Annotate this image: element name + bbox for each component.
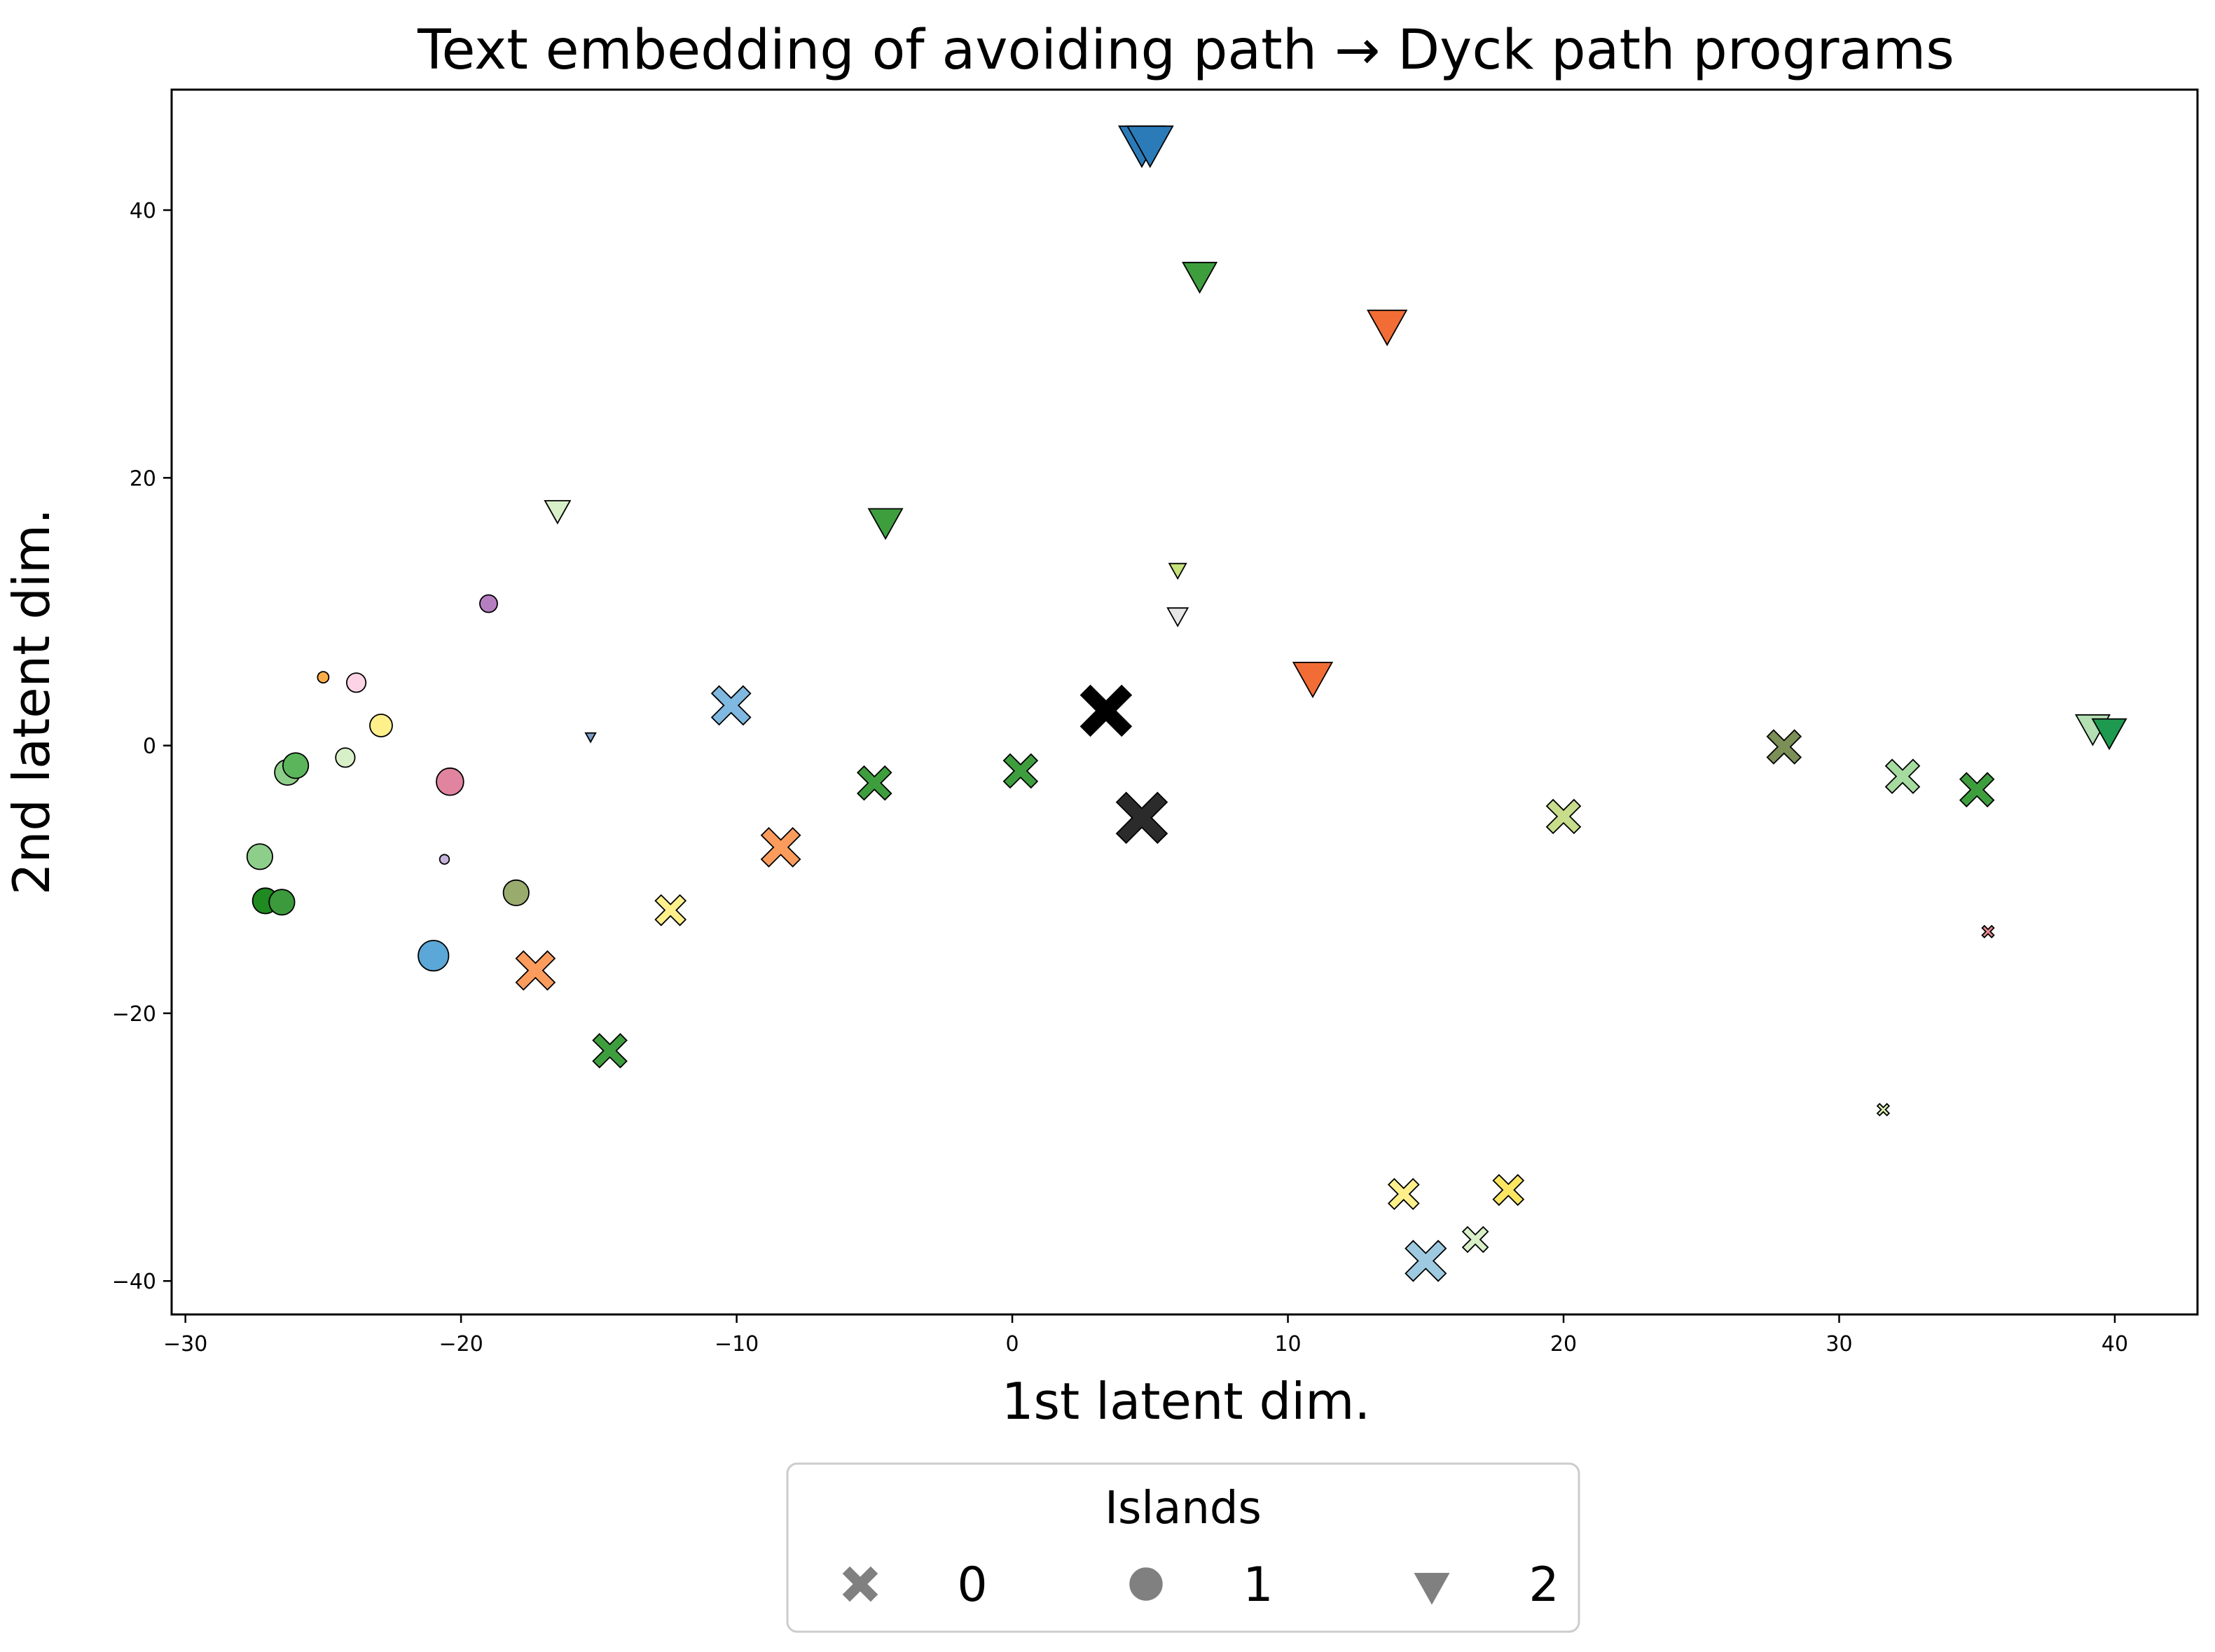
data-point bbox=[1387, 1178, 1420, 1210]
data-point bbox=[335, 747, 356, 768]
data-point bbox=[418, 940, 450, 972]
scatter-points bbox=[246, 125, 2127, 1282]
legend-title: Islands bbox=[1105, 1483, 1262, 1534]
data-point bbox=[479, 594, 498, 613]
series-island-0 bbox=[515, 684, 1995, 1282]
data-point bbox=[268, 889, 296, 916]
x-tick-label: 0 bbox=[1006, 1332, 1019, 1356]
data-point bbox=[1492, 1174, 1525, 1207]
data-point bbox=[1405, 1240, 1447, 1282]
data-point bbox=[502, 879, 530, 907]
data-point bbox=[317, 671, 330, 683]
data-point bbox=[1168, 562, 1187, 581]
data-point bbox=[857, 765, 892, 801]
legend: Islands 0 1 2 bbox=[786, 1462, 1580, 1633]
series-island-1 bbox=[246, 594, 530, 972]
legend-frame bbox=[786, 1462, 1580, 1633]
data-point bbox=[1959, 772, 1995, 807]
data-point bbox=[1981, 924, 1995, 938]
data-point bbox=[1292, 662, 1334, 699]
data-point bbox=[246, 843, 273, 870]
x-axis-label: 1st latent dim. bbox=[1002, 1372, 1371, 1431]
data-point bbox=[345, 672, 367, 693]
data-point bbox=[1884, 758, 1921, 794]
data-point bbox=[436, 767, 464, 796]
legend-marker-2 bbox=[1414, 1573, 1450, 1605]
data-point bbox=[867, 508, 904, 541]
data-point bbox=[654, 894, 687, 926]
legend-entries: 0 1 2 bbox=[842, 1557, 1559, 1613]
data-point bbox=[1115, 791, 1168, 845]
data-point bbox=[1126, 125, 1174, 168]
data-point bbox=[1002, 753, 1039, 789]
y-tick-label: −40 bbox=[112, 1270, 156, 1294]
x-tick-label: 30 bbox=[1826, 1332, 1852, 1356]
series-island-2 bbox=[544, 125, 2127, 751]
data-point bbox=[544, 500, 572, 525]
data-point bbox=[584, 732, 597, 744]
data-point bbox=[1182, 261, 1218, 294]
legend-label-1: 1 bbox=[1243, 1557, 1273, 1613]
plot-area-frame bbox=[170, 88, 2199, 1316]
data-point bbox=[515, 950, 556, 991]
data-point bbox=[1876, 1102, 1891, 1117]
y-tick-label: −20 bbox=[112, 1002, 156, 1027]
y-axis-ticks: −40 −20 0 20 40 bbox=[112, 199, 172, 1294]
x-tick-label: −10 bbox=[715, 1332, 759, 1356]
x-tick-label: −30 bbox=[163, 1332, 207, 1356]
data-point bbox=[1367, 310, 1408, 347]
y-axis-label: 2nd latent dim. bbox=[2, 508, 61, 895]
x-tick-label: 40 bbox=[2102, 1332, 2128, 1356]
legend-label-2: 2 bbox=[1529, 1557, 1559, 1613]
x-tick-label: −20 bbox=[439, 1332, 483, 1356]
data-point bbox=[2091, 718, 2127, 751]
data-point bbox=[1461, 1226, 1489, 1254]
data-point bbox=[1545, 798, 1582, 835]
data-point bbox=[760, 827, 801, 868]
legend-label-0: 0 bbox=[957, 1557, 987, 1613]
x-tick-label: 20 bbox=[1550, 1332, 1577, 1356]
data-point bbox=[710, 685, 752, 726]
data-point bbox=[592, 1033, 628, 1069]
data-point bbox=[369, 714, 393, 737]
y-tick-label: 0 bbox=[143, 735, 156, 759]
x-axis-ticks: −30 −20 −10 0 10 20 30 40 bbox=[163, 1314, 2128, 1356]
x-tick-label: 10 bbox=[1274, 1332, 1301, 1356]
data-point bbox=[439, 854, 450, 865]
y-tick-label: 20 bbox=[130, 466, 156, 491]
legend-marker-0 bbox=[842, 1566, 878, 1602]
y-tick-label: 40 bbox=[130, 199, 156, 223]
data-point bbox=[1766, 729, 1802, 765]
legend-marker-1 bbox=[1129, 1567, 1163, 1601]
data-point bbox=[282, 752, 310, 779]
chart-title: Text embedding of avoiding path → Dyck p… bbox=[417, 19, 1954, 82]
data-point bbox=[1079, 684, 1133, 737]
data-point bbox=[1166, 607, 1189, 627]
